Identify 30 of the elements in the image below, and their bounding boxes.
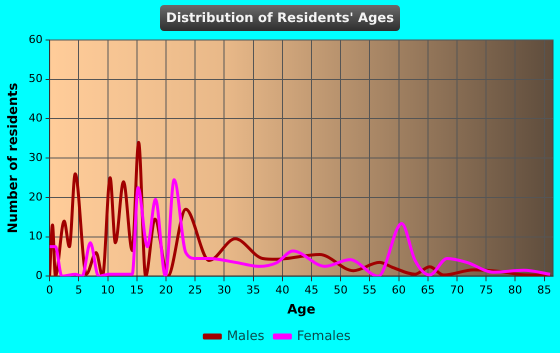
y-tick-label: 40 (28, 112, 43, 125)
y-tick-label: 50 (28, 72, 43, 86)
x-tick-label: 70 (450, 284, 464, 297)
x-tick-label: 5 (75, 284, 82, 297)
x-tick-label: 55 (362, 284, 377, 297)
x-tick-label: 0 (46, 284, 54, 297)
x-tick-label: 65 (420, 284, 435, 297)
x-tick-label: 25 (188, 284, 202, 297)
y-tick-label: 60 (28, 32, 43, 46)
x-tick-label: 60 (392, 284, 406, 297)
x-tick-label: 50 (334, 284, 348, 297)
x-tick-label: 80 (508, 284, 522, 297)
x-tick-label: 40 (275, 284, 290, 297)
x-tick-label: 75 (479, 284, 494, 297)
x-tick-label: 30 (217, 284, 232, 297)
x-tick-label: 45 (304, 284, 318, 297)
y-tick-label: 30 (28, 150, 43, 164)
x-tick-label: 85 (537, 284, 552, 297)
legend-label: Males (226, 328, 265, 344)
x-axis-title: Age (287, 302, 316, 318)
x-tick-label: 10 (100, 284, 115, 297)
legend-label: Females (296, 328, 351, 344)
y-tick-label: 10 (28, 230, 43, 243)
y-tick-label: 20 (28, 190, 43, 204)
y-axis-title: Number of residents (6, 82, 22, 234)
x-tick-label: 35 (246, 284, 260, 297)
title-banner: Distribution of Residents' Ages (160, 5, 400, 31)
x-tick-label: 15 (130, 284, 144, 297)
x-tick-label: 20 (158, 284, 173, 297)
y-tick-label: 0 (36, 269, 43, 282)
